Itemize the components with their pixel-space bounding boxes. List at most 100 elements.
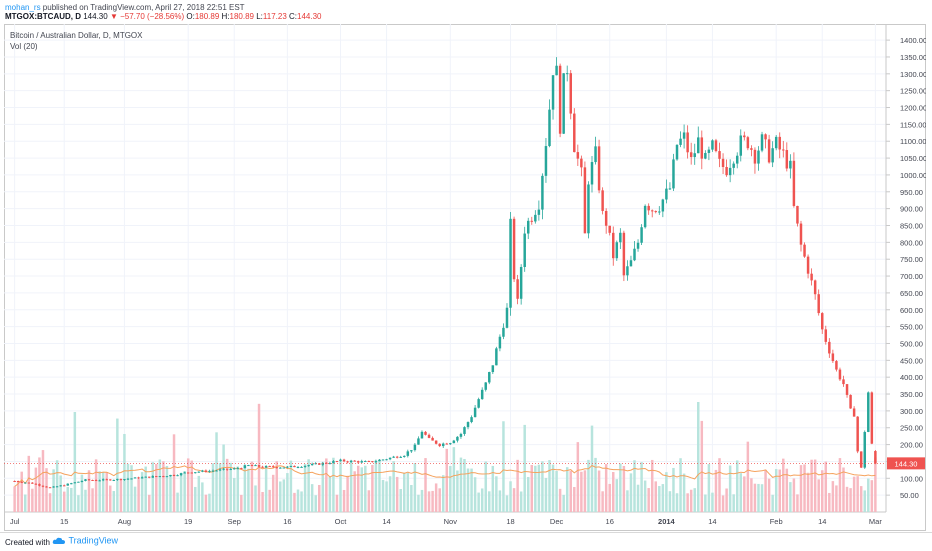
candle-body (360, 461, 363, 463)
candle-body (590, 162, 594, 185)
candle-body (711, 140, 714, 150)
candle-body (817, 294, 820, 314)
candle-body (587, 184, 590, 234)
volume-bar (785, 468, 789, 512)
close-label: C: (289, 12, 298, 21)
price-tick-label: 950.00 (900, 188, 923, 197)
candle-body (243, 465, 247, 469)
candle-body (810, 273, 813, 281)
candle-body (119, 478, 123, 480)
candle-body (116, 478, 119, 480)
volume-bar (796, 494, 799, 512)
volume-bar (778, 469, 781, 512)
time-tick-label: Oct (335, 517, 348, 526)
candle-body (399, 456, 402, 458)
time-tick-label: 14 (708, 517, 716, 526)
volume-bar (842, 467, 845, 512)
price-chart[interactable]: 1400.00 1350.00 1300.00 1250.00 1200.00 1150.… (4, 24, 926, 531)
volume-bar (218, 463, 222, 512)
volume-bar (438, 488, 441, 512)
candle-body (856, 416, 859, 452)
volume-bar (434, 483, 438, 512)
volume-bar (335, 494, 339, 512)
low-label: L: (256, 12, 263, 21)
volume-bar (679, 458, 682, 512)
candle-body (555, 65, 558, 76)
candle-body (728, 167, 732, 176)
price-tick-label: 1300.00 (900, 70, 926, 79)
candle-body (718, 151, 721, 159)
time-tick-label: Mar (869, 517, 882, 526)
time-tick-label: Dec (550, 517, 564, 526)
candle-body (335, 461, 339, 463)
candle-body (459, 433, 463, 437)
tradingview-brand-text: TradingView (68, 535, 119, 546)
publication-line: mohan_rs published on TradingView.com, A… (5, 3, 245, 12)
candle-body (640, 227, 643, 243)
series-legend: Bitcoin / Australian Dollar, D, MTGOX (10, 31, 143, 40)
volume-bar (147, 494, 151, 512)
volume-bar (318, 484, 321, 512)
volume-bar (70, 487, 73, 512)
candle-body (123, 479, 126, 481)
candle-body (318, 463, 321, 465)
candle-body (109, 479, 112, 481)
candle-body (573, 113, 576, 153)
volume-bar (725, 488, 728, 512)
volume-bar (52, 469, 55, 512)
candle-body (197, 471, 201, 473)
volume-bar (332, 457, 335, 512)
volume-bar (859, 486, 863, 512)
candle-body (208, 470, 211, 472)
volume-bar (410, 485, 413, 512)
candle-body (34, 483, 38, 485)
price-tick-label: 1400.00 (900, 36, 926, 45)
volume-bar (406, 472, 410, 512)
volume-bar (700, 420, 704, 512)
volume-bar (94, 459, 98, 512)
published-text: published on TradingView.com, April 27, … (40, 3, 245, 12)
volume-bar (236, 466, 240, 512)
candle-body (551, 75, 555, 110)
candle-body (633, 248, 636, 261)
candle-body (527, 220, 530, 234)
candle-body (162, 476, 165, 478)
candle-body (176, 475, 179, 477)
candle-body (38, 484, 41, 486)
author-link[interactable]: mohan_rs (5, 3, 41, 12)
chart-frame (4, 24, 926, 531)
volume-bar (176, 492, 179, 512)
volume-bar (133, 486, 137, 512)
candle-body (62, 485, 66, 487)
volume-bar (126, 463, 130, 512)
volume-bar (247, 468, 250, 512)
candle-body (778, 136, 781, 150)
candle-body (77, 481, 80, 483)
volume-bar (470, 468, 473, 512)
volume-legend: Vol (20) (10, 42, 38, 51)
volume-bar (34, 467, 38, 512)
candle-body (91, 479, 94, 481)
volume-bar (286, 473, 289, 512)
volume-bar (711, 492, 714, 512)
volume-bar (774, 469, 778, 512)
candle-body (449, 443, 452, 445)
candle-body (707, 149, 711, 153)
volume-bar (739, 473, 743, 512)
volume-bar (445, 448, 449, 512)
volume-bar (211, 463, 215, 512)
last-price-tag (887, 457, 925, 470)
candle-body (293, 465, 296, 468)
volume-bar (282, 479, 286, 512)
volume-bar (650, 459, 654, 512)
tradingview-logo[interactable]: TradingView (52, 535, 118, 546)
candle-body (757, 150, 760, 164)
candle-body (364, 461, 367, 463)
volume-bar (817, 479, 820, 512)
candle-body (395, 456, 399, 458)
volume-bar (385, 481, 388, 512)
volume-bar (417, 494, 420, 512)
candle-body (480, 389, 484, 400)
volume-bar (144, 466, 147, 512)
volume-bar (693, 488, 696, 512)
